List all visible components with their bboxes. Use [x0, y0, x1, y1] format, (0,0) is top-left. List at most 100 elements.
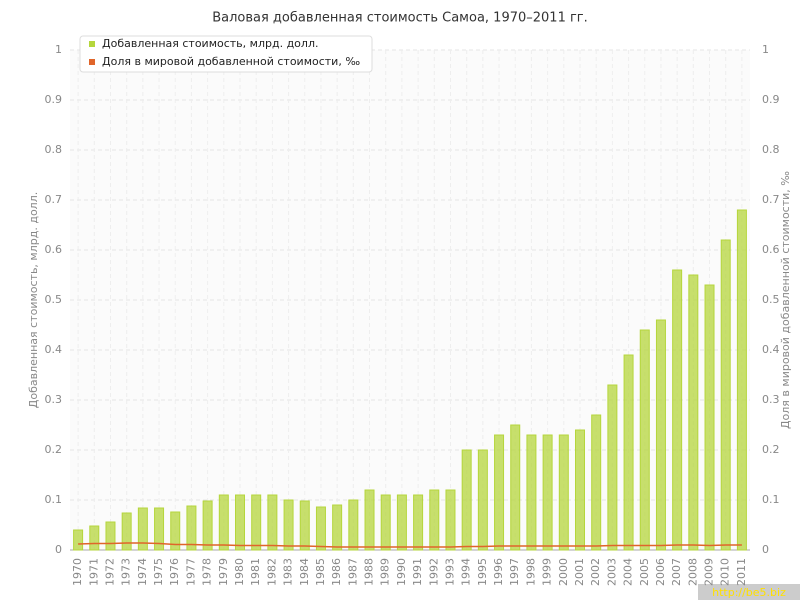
bar: [672, 269, 683, 551]
x-tick-label: 2001: [573, 558, 586, 586]
bar: [575, 429, 585, 551]
legend-swatch: [89, 41, 95, 47]
x-tick-label: 1984: [298, 558, 311, 586]
bar: [218, 494, 229, 551]
y-tick-label: 0.4: [45, 343, 63, 356]
y2-axis-title: Доля в мировой добавленной стоимости, ‰: [779, 171, 792, 429]
x-tick-label: 1971: [87, 558, 100, 586]
bar: [73, 529, 84, 551]
y-tick-label: 0: [55, 543, 62, 556]
y2-tick-label: 0.3: [762, 393, 780, 406]
x-tick-label: 2006: [654, 558, 667, 586]
x-tick-label: 1995: [476, 558, 489, 586]
x-tick-label: 1978: [201, 558, 214, 586]
x-tick-label: 1988: [363, 558, 376, 586]
y2-tick-label: 1: [762, 43, 769, 56]
y2-tick-label: 0.2: [762, 443, 780, 456]
x-tick-label: 2011: [735, 558, 748, 586]
x-tick-label: 1987: [346, 558, 359, 586]
x-tick-label: 1982: [265, 558, 278, 586]
x-tick-label: 1997: [508, 558, 521, 586]
y2-tick-label: 0.8: [762, 143, 780, 156]
legend-box: [79, 35, 373, 73]
x-tick-label: 1993: [443, 558, 456, 586]
x-tick-label: 1992: [427, 558, 440, 586]
y-tick-label: 0.2: [45, 443, 63, 456]
legend-swatch: [89, 59, 95, 65]
bar: [477, 449, 488, 551]
bar: [607, 384, 618, 551]
y-axis-title: Добавленная стоимость, млрд. долл.: [27, 192, 40, 408]
bar: [348, 499, 359, 551]
y2-tick-label: 0.5: [762, 293, 780, 306]
x-tick-label: 2009: [703, 558, 716, 586]
x-tick-label: 1991: [411, 558, 424, 586]
bar: [235, 494, 245, 551]
x-tick-label: 1981: [249, 558, 262, 586]
bar: [429, 489, 440, 551]
y2-tick-label: 0: [762, 543, 769, 556]
bar: [89, 525, 100, 551]
y2-tick-label: 0.9: [762, 93, 780, 106]
chart-title: Валовая добавленная стоимость Самоа, 197…: [212, 11, 588, 26]
bar: [186, 505, 197, 551]
x-tick-label: 2005: [638, 558, 651, 586]
y-tick-label: 0.3: [45, 393, 63, 406]
y-tick-label: 0.6: [45, 243, 63, 256]
bar: [105, 521, 116, 551]
bar: [283, 499, 294, 551]
x-tick-label: 1974: [136, 558, 149, 586]
x-tick-label: 1972: [103, 558, 116, 586]
x-tick-label: 1986: [330, 558, 343, 586]
bar: [720, 239, 731, 551]
watermark-bg: [698, 584, 800, 600]
legend-label: Добавленная стоимость, млрд. долл.: [102, 37, 318, 50]
x-tick-label: 1985: [314, 558, 327, 586]
bar: [364, 489, 375, 551]
y-tick-label: 1: [55, 43, 62, 56]
bar: [445, 489, 456, 551]
x-tick-label: 1990: [395, 558, 408, 586]
bar: [202, 500, 213, 551]
line: [78, 542, 742, 548]
bar: [704, 284, 715, 551]
bar: [461, 449, 472, 551]
y2-tick-label: 0.6: [762, 243, 780, 256]
bar: [688, 274, 699, 551]
bar: [137, 507, 148, 551]
bar: [542, 434, 553, 551]
y-tick-label: 0.7: [45, 193, 63, 206]
y2-tick-label: 0.1: [762, 493, 780, 506]
y-tick-label: 0.9: [45, 93, 63, 106]
x-tick-label: 1973: [120, 558, 133, 586]
bar: [526, 434, 537, 551]
bar: [623, 354, 634, 551]
bar: [380, 494, 391, 551]
bar: [315, 506, 326, 551]
x-tick-label: 2002: [589, 558, 602, 586]
x-tick-label: 1975: [152, 558, 165, 586]
x-tick-label: 1970: [71, 558, 84, 586]
bar: [154, 507, 165, 551]
x-tick-label: 1983: [282, 558, 295, 586]
x-tick-label: 2003: [605, 558, 618, 586]
bar: [639, 329, 650, 551]
x-tick-label: 1980: [233, 558, 246, 586]
bar: [655, 319, 666, 551]
bar: [267, 494, 278, 551]
bar: [558, 434, 569, 551]
y2-tick-label: 0.7: [762, 193, 780, 206]
y-tick-label: 0.1: [45, 493, 63, 506]
x-tick-label: 1989: [379, 558, 392, 586]
bar: [299, 500, 310, 551]
bar: [510, 424, 521, 551]
bar: [413, 494, 424, 551]
bar: [591, 414, 602, 551]
x-tick-label: 2010: [719, 558, 732, 586]
x-tick-label: 1977: [184, 558, 197, 586]
legend: Добавленная стоимость, млрд. долл. Доля в…: [79, 35, 373, 73]
x-tick-label: 1999: [541, 558, 554, 586]
x-tick-label: 2004: [622, 558, 635, 586]
bar: [494, 434, 505, 551]
